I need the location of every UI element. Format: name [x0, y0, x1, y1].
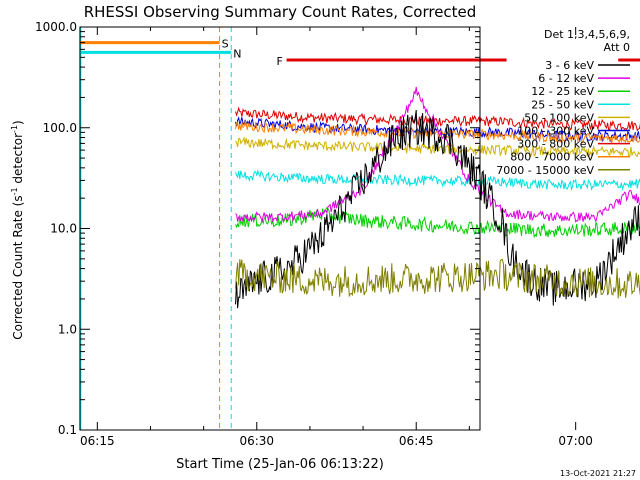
series-line-12-25-kev [235, 206, 640, 239]
series-line-300-800-kev [235, 106, 640, 132]
legend-label: 3 - 6 keV [545, 59, 594, 72]
flag-letter-n: N [233, 47, 241, 60]
y-axis-label-sup1: -1 [10, 187, 19, 195]
legend-label: 50 - 100 keV [524, 111, 594, 124]
series-line-6-12-kev [235, 86, 640, 224]
y-tick-label: 10.0 [50, 222, 77, 236]
x-tick-label: 07:00 [558, 434, 593, 448]
series-line-100-300-kev [235, 116, 640, 143]
legend-title-line2: Att 0 [604, 41, 630, 54]
series-line-25-50-kev [235, 169, 640, 192]
y-tick-label: 0.1 [58, 423, 77, 437]
x-tick-label: 06:30 [239, 434, 274, 448]
flags: SN F [80, 38, 640, 68]
series-line-7000-15000-kev [235, 258, 640, 299]
y-axis-label-sup2: -1 [10, 125, 19, 133]
y-tick-label: 1.0 [58, 322, 77, 336]
legend-label: 800 - 7000 keV [510, 151, 594, 164]
x-axis-label: Start Time (25-Jan-06 06:13:22) [176, 457, 384, 472]
y-tick-label: 100.0 [43, 121, 77, 135]
y-axis-label-main: Corrected Count Rate (s [11, 195, 25, 339]
chart-title: RHESSI Observing Summary Count Rates, Co… [84, 3, 477, 21]
legend-label: 12 - 25 keV [531, 85, 594, 98]
y-tick-label: 1000.0 [35, 20, 77, 34]
x-tick-label: 06:45 [399, 434, 434, 448]
series-line-50-100-kev [235, 136, 640, 158]
y-axis-label: Corrected Count Rate (s-1 detector-1) [10, 120, 25, 339]
timestamp: 13-Oct-2021 21:27 [560, 469, 636, 478]
y-axis-label-mid: detector [11, 133, 25, 188]
legend-label: 6 - 12 keV [538, 72, 594, 85]
axis-ticks: 06:1506:3006:4507:0007:1507:3007:450.11.… [35, 20, 593, 448]
flag-letter-s: S [222, 38, 229, 51]
plot-frame [79, 26, 481, 431]
y-axis-label-end: ) [11, 120, 25, 125]
x-tick-label: 06:15 [80, 434, 115, 448]
legend-label: 7000 - 15000 keV [496, 164, 594, 177]
legend-label: 100 - 300 keV [517, 125, 594, 138]
legend-title-line1: Det 1,3,4,5,6,9, [544, 28, 630, 41]
series-line-800-7000-kev [235, 119, 640, 145]
legend-label: 25 - 50 keV [531, 98, 594, 111]
flag-letter-f: F [277, 55, 283, 68]
series-line-3-6-kev [235, 109, 640, 309]
legend-label: 300 - 800 keV [517, 138, 594, 151]
